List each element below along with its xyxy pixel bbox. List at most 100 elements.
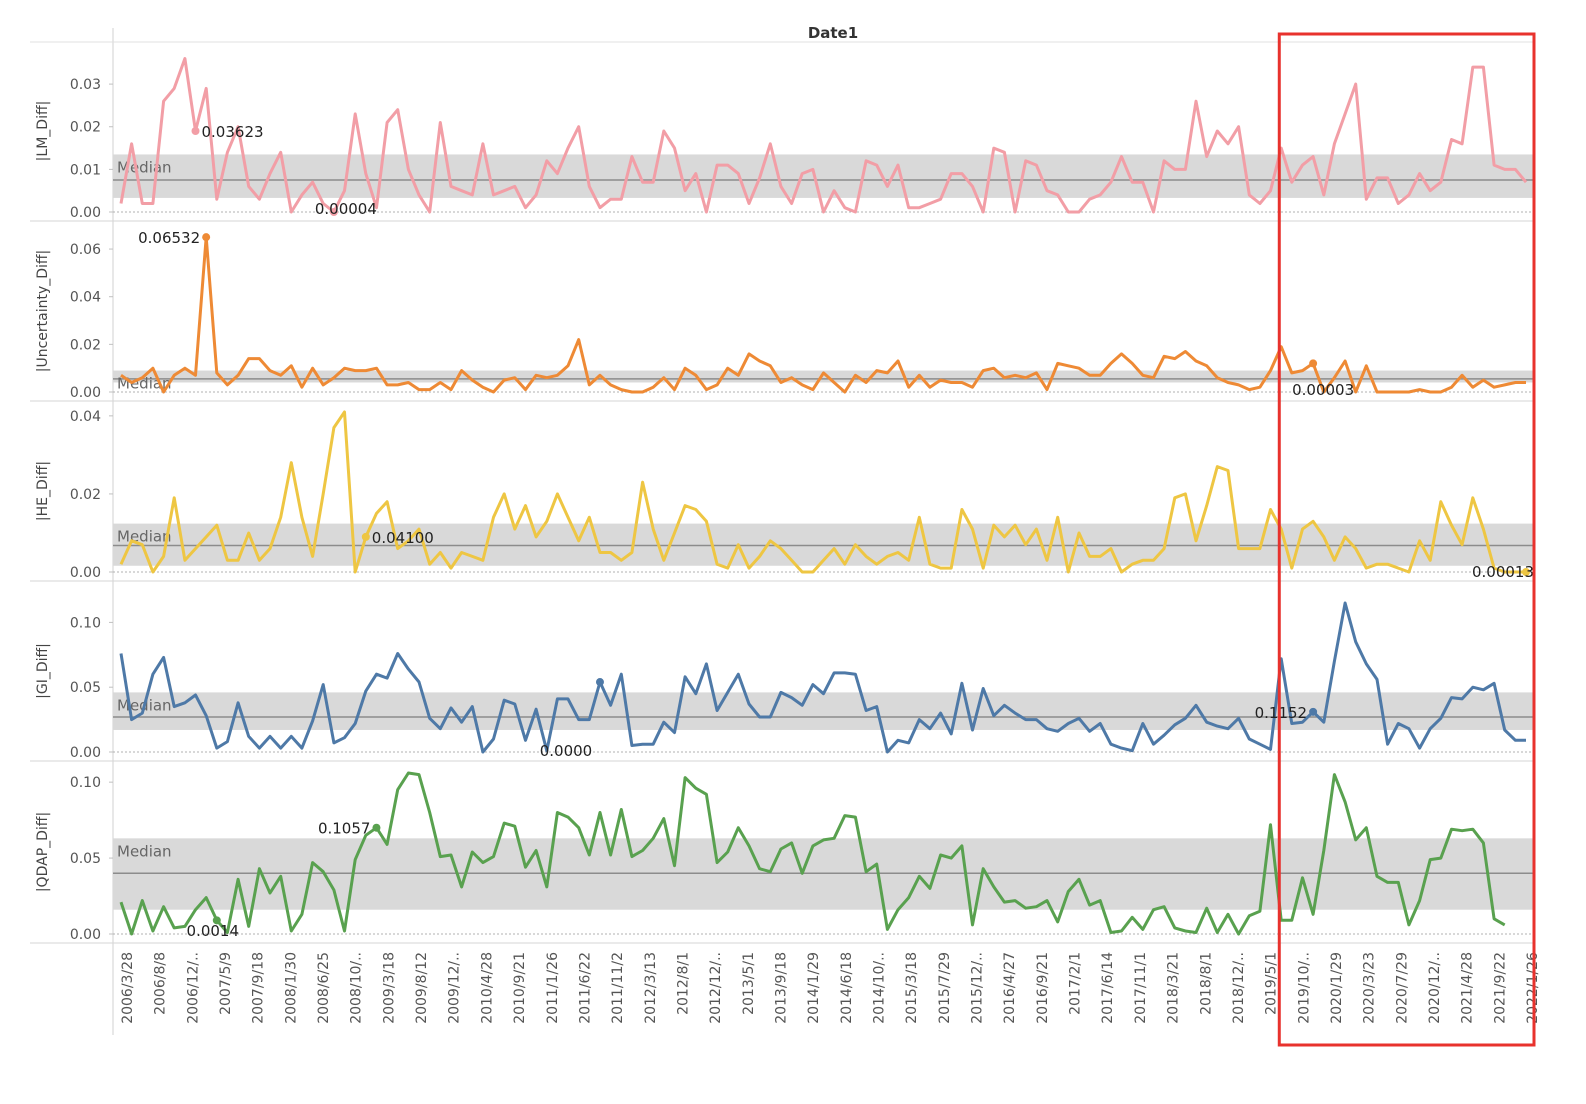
median-label: Median: [117, 528, 172, 546]
x-tick-label: 2017/2/1: [1068, 952, 1084, 1015]
x-tick-label: 2016/9/21: [1035, 952, 1051, 1024]
x-tick-label: 2010/9/21: [512, 952, 528, 1024]
y-tick-label: 0.02: [70, 337, 101, 353]
x-tick-label: 2007/9/18: [251, 952, 267, 1024]
annotation-point: [1309, 359, 1318, 368]
x-tick-label: 2020/12/..: [1427, 952, 1443, 1024]
y-tick-label: 0.06: [70, 242, 101, 258]
y-axis-title: |HE_Diff|: [35, 461, 51, 521]
y-axis-title: |GI_Diff|: [35, 643, 51, 699]
x-tick-label: 2008/6/25: [316, 952, 332, 1024]
annotation-label: 0.1057: [318, 820, 371, 838]
annotation-label: 0.1152: [1255, 704, 1308, 722]
x-tick-label: 2020/7/29: [1394, 952, 1410, 1024]
x-tick-label: 2021/4/28: [1460, 952, 1476, 1024]
x-tick-label: 2014/10/..: [872, 952, 888, 1024]
x-tick-label: 2020/3/23: [1362, 952, 1378, 1024]
annotation-label: 0.00013: [1472, 563, 1534, 581]
y-tick-label: 0.03: [70, 77, 101, 93]
series-line: [119, 410, 1526, 574]
annotation-point: [361, 532, 370, 541]
y-tick-label: 0.00: [70, 745, 101, 761]
series-line: [120, 235, 1526, 394]
series-line: [119, 601, 1526, 754]
highlight-box: [1277, 32, 1536, 1047]
x-tick-label: 2020/1/29: [1329, 952, 1345, 1024]
median-label: Median: [117, 842, 172, 860]
annotation-point: [212, 916, 221, 925]
x-tick-label: 2009/8/12: [414, 952, 430, 1024]
x-tick-label: 2014/6/18: [839, 952, 855, 1024]
y-tick-label: 0.02: [70, 120, 101, 136]
y-axis-title: |Uncertainty_Diff|: [35, 250, 51, 373]
x-tick-label: 2016/4/27: [1002, 952, 1018, 1024]
series-line: [119, 771, 1506, 936]
y-tick-label: 0.05: [70, 680, 101, 696]
annotation-point: [1522, 568, 1530, 576]
y-tick-label: 0.00: [70, 927, 101, 943]
x-tick-label: 2012/8/1: [676, 952, 692, 1015]
x-tick-label: 2014/1/29: [806, 952, 822, 1024]
y-tick-label: 0.00: [70, 205, 101, 221]
median-band: [113, 154, 1534, 198]
x-tick-label: 2008/10/..: [349, 952, 365, 1024]
y-axis-title: |QDAP_Diff|: [35, 812, 51, 892]
y-tick-label: 0.02: [70, 487, 101, 503]
x-tick-label: 2017/11/1: [1133, 952, 1149, 1024]
annotation-label: 0.0014: [187, 922, 240, 940]
x-tick-label: 2006/8/8: [153, 952, 169, 1015]
x-tick-label: 2011/1/26: [545, 952, 561, 1024]
x-tick-label: 2019/10/..: [1296, 952, 1312, 1024]
annotation-point: [372, 823, 381, 832]
x-tick-label: 2009/12/..: [447, 952, 463, 1024]
y-tick-label: 0.05: [70, 851, 101, 867]
annotation-point: [1309, 707, 1318, 716]
x-tick-label: 2021/9/22: [1492, 952, 1508, 1024]
x-tick-label: 2019/5/1: [1264, 952, 1280, 1015]
x-tick-label: 2012/12/..: [708, 952, 724, 1024]
median-band: [113, 370, 1534, 383]
x-tick-label: 2018/8/1: [1198, 952, 1214, 1015]
annotation-point: [329, 208, 338, 216]
y-tick-label: 0.01: [70, 162, 101, 178]
x-tick-label: 2006/3/28: [120, 952, 136, 1024]
annotation-label: 0.04100: [372, 529, 434, 547]
panel-uncertaintydiff: Median0.000.020.040.06|Uncertainty_Diff|…: [30, 229, 1534, 402]
x-tick-label: 2015/12/..: [970, 952, 986, 1024]
annotation-label: 0.0000: [540, 742, 593, 760]
x-tick-label: 2015/7/29: [937, 952, 953, 1024]
x-tick-label: 2018/3/21: [1166, 952, 1182, 1024]
annotation-point: [595, 678, 604, 687]
x-tick-label: 2017/6/14: [1100, 952, 1116, 1024]
annotation-label: 0.00004: [315, 200, 377, 218]
panel-hediff: Median 0.00 0.02 0.04 |HE_Diff| 0.04100 0.0001…: [30, 409, 1534, 582]
panel-qdapdiff: Median 0.00 0.05 0.10 |QDAP_Diff| 0.1057 0.001…: [30, 771, 1534, 944]
series-line: [119, 57, 1528, 214]
y-tick-label: 0.04: [70, 290, 101, 306]
x-tick-label: 2013/9/18: [774, 952, 790, 1024]
y-tick-label: 0.10: [70, 615, 101, 631]
x-tick-label: 2009/3/18: [381, 952, 397, 1024]
x-tick-label: 2011/6/22: [577, 952, 593, 1024]
x-tick-label: 2006/12/..: [185, 952, 201, 1024]
x-tick-label: 2018/12/..: [1231, 952, 1247, 1024]
y-tick-label: 0.00: [70, 565, 101, 581]
annotation-label: 0.06532: [138, 229, 200, 247]
x-tick-label: 2015/3/18: [904, 952, 920, 1024]
x-tick-label: 2013/5/1: [741, 952, 757, 1015]
y-tick-label: 0.00: [70, 385, 101, 401]
annotation-point: [202, 233, 211, 242]
y-tick-label: 0.10: [70, 775, 101, 791]
y-axis-title: |LM_Diff|: [35, 101, 51, 162]
x-tick-label: 2012/3/13: [643, 952, 659, 1024]
x-tick-label: 2010/4/28: [479, 952, 495, 1024]
x-tick-label: 2007/5/9: [218, 952, 234, 1015]
x-tick-label: 2008/1/30: [283, 952, 299, 1024]
y-tick-label: 0.04: [70, 409, 101, 425]
annotation-label: 0.03623: [202, 123, 264, 141]
x-tick-label: 2011/11/2: [610, 952, 626, 1024]
